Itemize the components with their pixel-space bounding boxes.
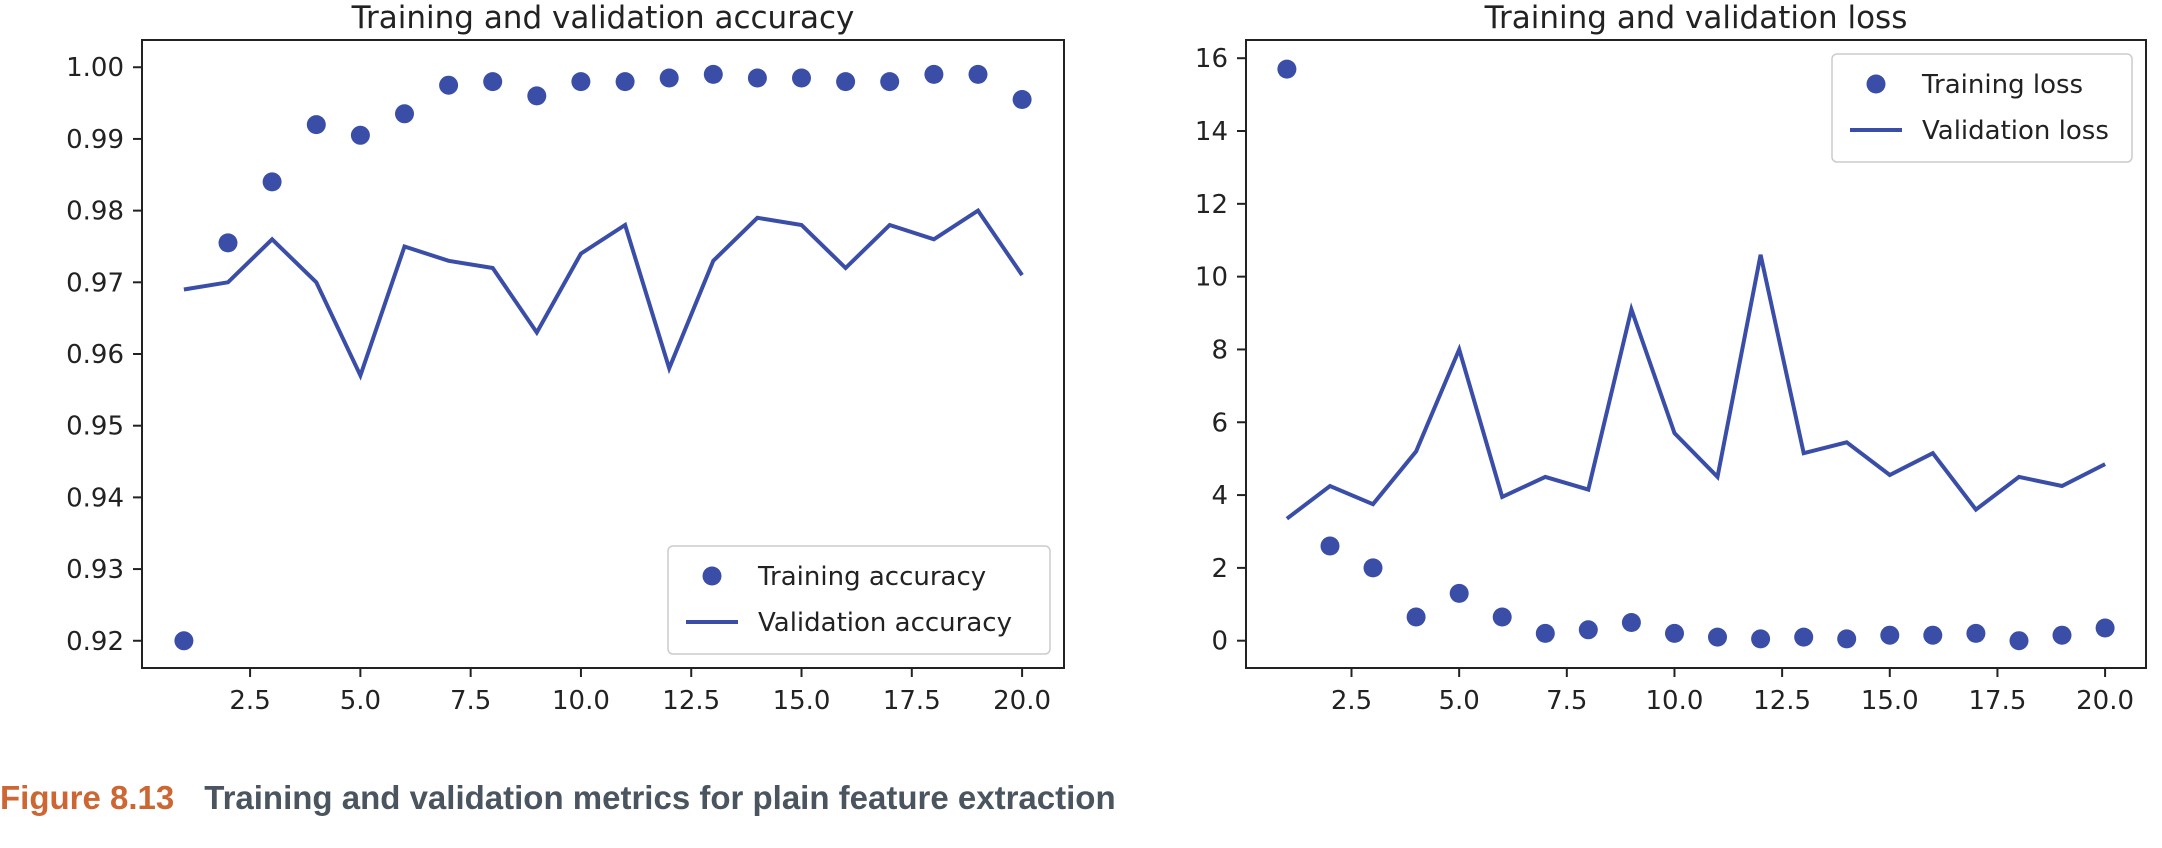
chart-title: Training and validation loss (1484, 0, 1908, 36)
figure-caption: Figure 8.13 Training and validation metri… (0, 768, 1116, 828)
y-tick-label: 14 (1195, 117, 1228, 147)
data-point (968, 64, 988, 84)
data-point (306, 115, 326, 135)
data-point (1751, 629, 1771, 649)
x-tick-label: 2.5 (229, 686, 270, 716)
y-tick-label: 12 (1195, 190, 1228, 220)
legend-dot-swatch (702, 566, 722, 586)
x-tick-label: 12.5 (1753, 686, 1811, 716)
data-point (615, 72, 635, 92)
x-tick-label: 7.5 (1546, 686, 1587, 716)
data-point (1966, 623, 1986, 643)
data-point (1880, 625, 1900, 645)
x-tick-label: 17.5 (883, 686, 941, 716)
data-point (174, 631, 194, 651)
series-line (1285, 254, 2107, 521)
legend: Training accuracy Validation accuracy (667, 545, 1051, 655)
data-point (1277, 59, 1297, 79)
x-tick-label: 5.0 (1438, 686, 1479, 716)
legend-label: Validation loss (1922, 116, 2109, 146)
data-point (2009, 631, 2029, 651)
data-point (1621, 613, 1641, 632)
y-tick-label: 0.96 (66, 340, 124, 370)
data-point (1406, 607, 1426, 627)
x-tick-label: 5.0 (340, 686, 381, 716)
data-point (836, 72, 856, 92)
data-point (439, 75, 459, 95)
data-point (1363, 558, 1383, 578)
data-point (2095, 618, 2115, 638)
y-tick-label: 10 (1195, 263, 1228, 293)
x-tick-label: 20.0 (993, 686, 1051, 716)
data-point (659, 68, 679, 88)
y-tick-label: 0.94 (66, 483, 124, 513)
y-tick-label: 0.95 (66, 412, 124, 442)
legend-label: Training loss (1921, 70, 2083, 100)
y-tick-label: 0.97 (66, 268, 124, 298)
data-point (1665, 623, 1684, 643)
legend-frame (1831, 53, 2133, 163)
series-dots (174, 64, 1032, 651)
figure: Training and validation accuracy 2.5 5.0 7.… (66, 0, 2147, 716)
y-tick-label: 8 (1211, 335, 1228, 365)
data-point (1449, 583, 1469, 603)
series-line (183, 207, 1024, 381)
data-point (1320, 536, 1340, 556)
legend-label: Training accuracy (757, 562, 986, 592)
y-tick-label: 0.99 (66, 125, 124, 155)
data-point (262, 172, 282, 192)
y-tick-label: 2 (1211, 554, 1228, 584)
legend-frame (667, 545, 1051, 655)
series-line (183, 207, 1024, 381)
data-point (1923, 625, 1943, 645)
chart-2: Training and validation loss 2.5 5.0 7.5 10.… (1195, 0, 2147, 716)
x-tick-label: 17.5 (1968, 686, 2026, 716)
data-point (1492, 607, 1512, 627)
caption-label: Figure 8.13 (0, 779, 175, 816)
x-tick-label: 7.5 (450, 686, 491, 716)
legend-dot-swatch (1866, 74, 1886, 94)
x-tick-label: 20.0 (2076, 686, 2134, 716)
chart-title: Training and validation accuracy (351, 0, 855, 36)
data-point (2052, 625, 2072, 645)
data-point (880, 72, 900, 92)
caption-text: Training and validation metrics for plai… (204, 779, 1116, 816)
series-line (1285, 254, 2107, 521)
data-point (924, 64, 944, 84)
x-tick-label: 10.0 (552, 686, 610, 716)
x-tick-label: 10.0 (1646, 686, 1704, 716)
data-point (1708, 627, 1727, 647)
data-point (1837, 629, 1857, 649)
y-tick-label: 4 (1211, 481, 1228, 511)
y-tick-label: 6 (1211, 408, 1228, 438)
series-dots (1277, 59, 2115, 651)
data-point (747, 68, 767, 88)
data-point (350, 125, 370, 145)
y-tick-label: 0.93 (66, 555, 124, 585)
data-point (1794, 627, 1814, 647)
data-point (571, 72, 591, 92)
x-tick-label: 15.0 (773, 686, 831, 716)
y-tick-label: 16 (1195, 44, 1228, 74)
y-tick-label: 0 (1211, 627, 1228, 657)
data-point (792, 68, 811, 88)
data-point (703, 64, 723, 84)
x-tick-label: 15.0 (1861, 686, 1919, 716)
y-tick-label: 0.92 (66, 627, 124, 657)
y-tick-label: 1.00 (66, 53, 124, 83)
data-point (527, 86, 547, 106)
chart-1: Training and validation accuracy 2.5 5.0 7.… (66, 0, 1065, 716)
x-tick-label: 2.5 (1331, 686, 1372, 716)
data-point (218, 233, 238, 253)
x-tick-label: 12.5 (662, 686, 720, 716)
plot-frame (1245, 39, 2147, 669)
data-point (1578, 620, 1598, 640)
legend-label: Validation accuracy (758, 608, 1012, 638)
data-point (395, 104, 414, 124)
data-point (483, 72, 503, 92)
legend: Training loss Validation loss (1831, 53, 2133, 163)
y-tick-label: 0.98 (66, 197, 124, 227)
data-point (1012, 90, 1032, 109)
data-point (1535, 623, 1555, 643)
